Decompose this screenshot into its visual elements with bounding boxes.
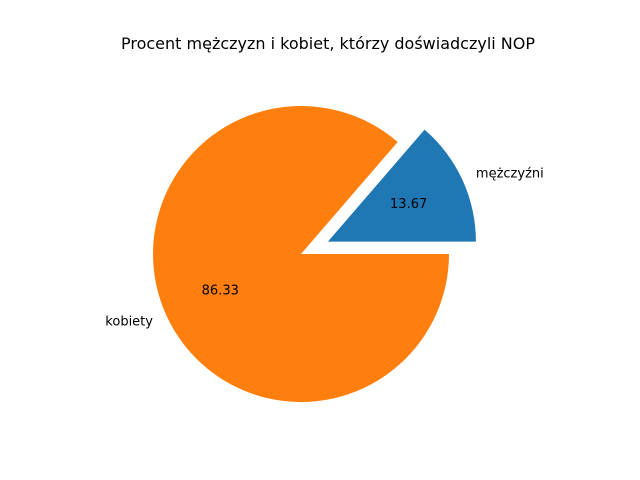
chart-title: Procent mężczyzn i kobiet, którzy doświa… [121, 34, 535, 53]
slice-value-1: 86.33 [202, 283, 239, 298]
pie-slice-0 [327, 129, 476, 242]
slice-label-0: mężczyźni [476, 166, 544, 181]
pie-slice-1 [153, 106, 450, 403]
slice-value-0: 13.67 [390, 197, 427, 212]
pie-labels: mężczyźni 13.67 kobiety 86.33 [105, 166, 543, 329]
slice-label-1: kobiety [105, 314, 153, 329]
pie-slices [153, 106, 476, 403]
